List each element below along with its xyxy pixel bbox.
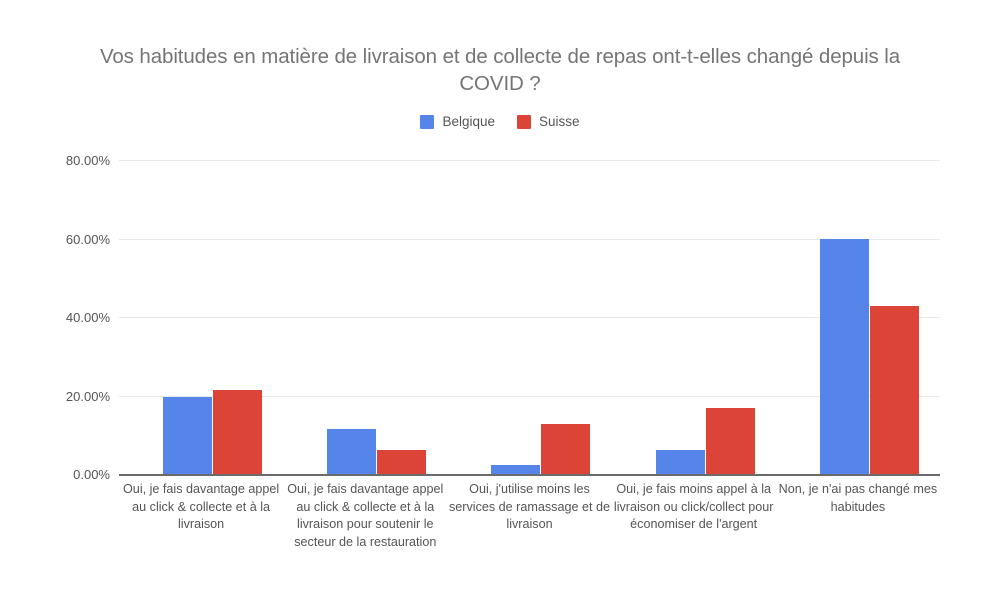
y-axis-tick-label: 80.00% — [65, 153, 110, 168]
bar-suisse-0[interactable] — [213, 390, 262, 474]
x-axis-line — [119, 474, 940, 476]
bar-group — [612, 160, 776, 474]
chart-legend: Belgique Suisse — [0, 115, 1000, 129]
x-axis-category-label: Oui, je fais moins appel à la livraison … — [613, 482, 774, 531]
bar-belgique-4[interactable] — [819, 238, 869, 474]
bar-belgique-0[interactable] — [163, 396, 212, 474]
bar-suisse-1[interactable] — [377, 449, 427, 474]
legend-swatch-icon-belgique — [420, 115, 435, 129]
bar-group — [447, 160, 611, 474]
bar-groups — [119, 160, 940, 474]
bar-suisse-3[interactable] — [705, 408, 755, 474]
legend-label-suisse: Suisse — [539, 114, 580, 129]
gridline — [119, 160, 940, 161]
bar-suisse-4[interactable] — [869, 306, 919, 474]
legend-item-belgique[interactable]: Belgique — [420, 115, 495, 129]
chart-title: Vos habitudes en matière de livraison et… — [99, 45, 901, 95]
bar-belgique-1[interactable] — [327, 428, 377, 474]
bar-group — [283, 160, 447, 474]
legend-label-belgique: Belgique — [442, 114, 495, 129]
bar-group — [776, 160, 940, 474]
plot-area — [119, 160, 940, 476]
x-axis-category-label: Oui, je fais davantage appel au click & … — [287, 482, 444, 549]
gridline — [119, 395, 940, 397]
x-axis-category-labels: Oui, je fais davantage appel au click & … — [119, 481, 940, 591]
bar-suisse-2[interactable] — [541, 423, 591, 474]
y-axis: 0.00% 20.00% 40.00% 60.00% 80.00% — [30, 154, 110, 481]
bar-belgique-2[interactable] — [491, 464, 541, 474]
legend-item-suisse[interactable]: Suisse — [517, 115, 580, 129]
legend-swatch-icon-suisse — [517, 115, 531, 129]
y-axis-tick-label: 40.00% — [65, 310, 110, 325]
bar-belgique-3[interactable] — [655, 449, 705, 474]
bar-group — [119, 160, 283, 474]
y-axis-tick-label: 60.00% — [65, 231, 110, 247]
x-axis-category-label: Oui, j'utilise moins les services de ram… — [448, 482, 610, 531]
x-axis-category-label: Oui, je fais davantage appel au click & … — [123, 482, 280, 531]
gridline — [119, 238, 940, 240]
y-axis-tick-label: 0.00% — [73, 467, 110, 482]
y-axis-tick-label: 20.00% — [65, 388, 110, 404]
x-axis-category-label: Non, je n'ai pas changé mes habitudes — [778, 482, 938, 514]
gridline — [119, 317, 940, 318]
